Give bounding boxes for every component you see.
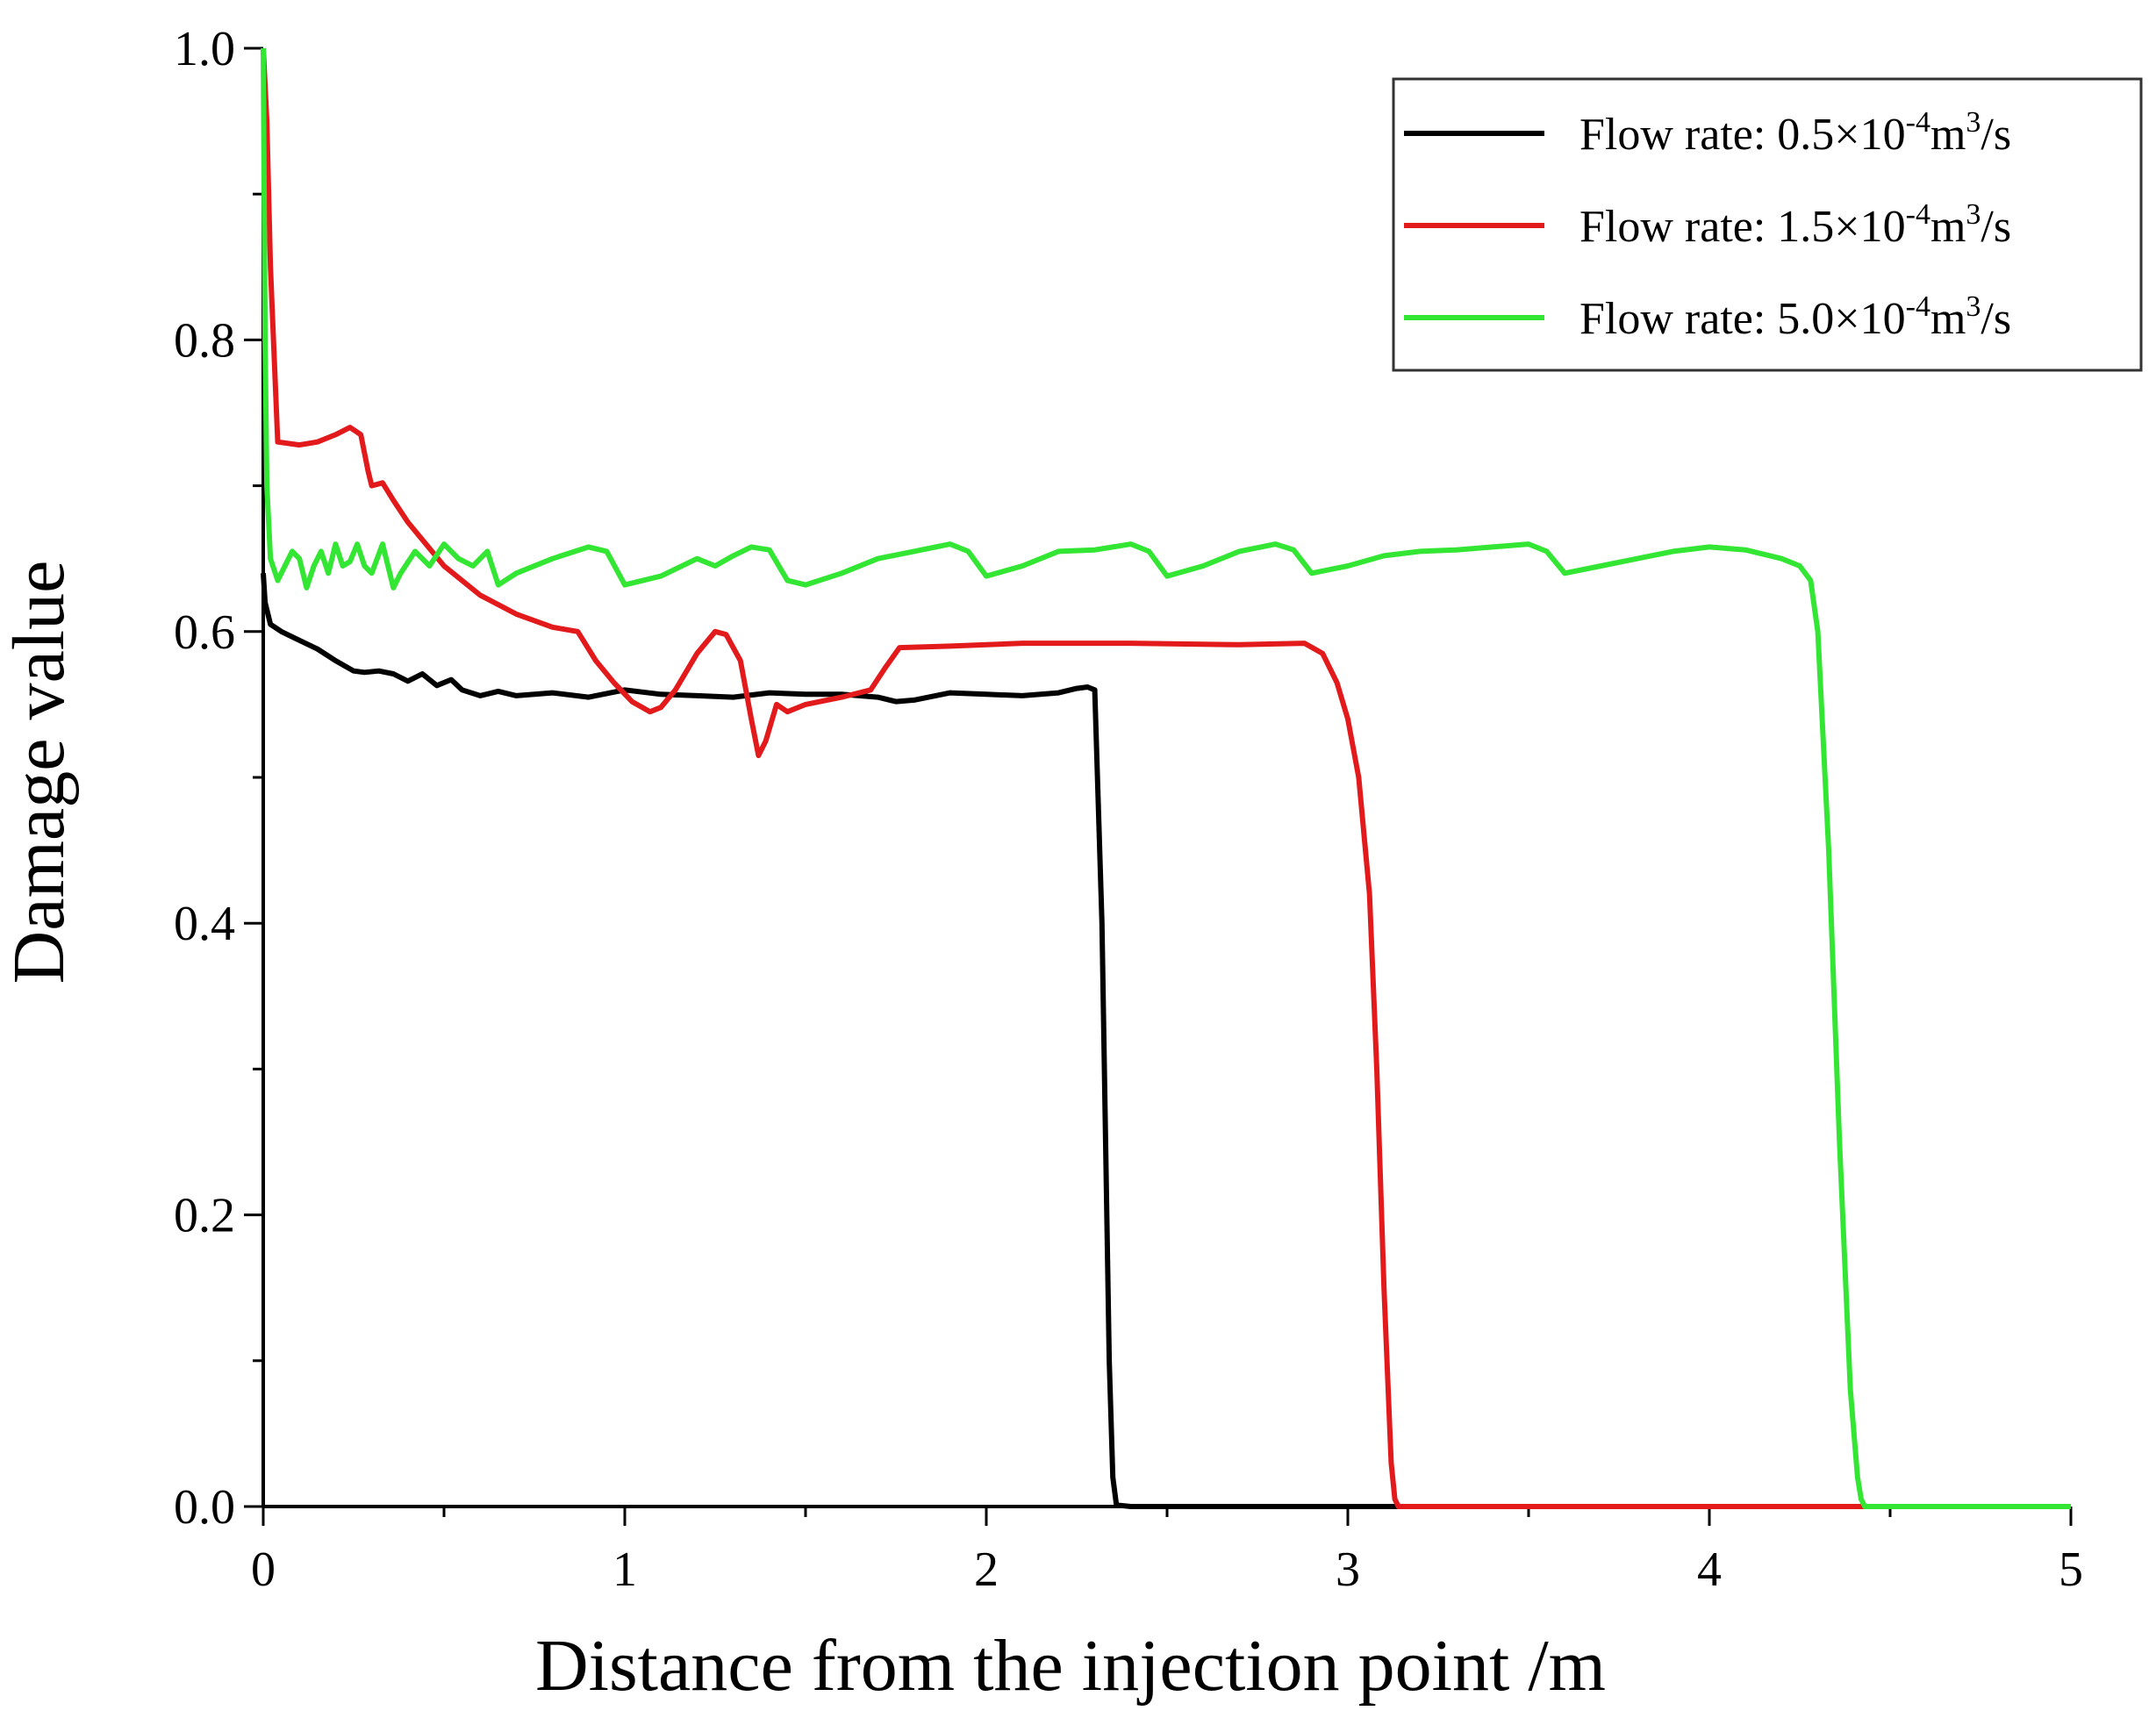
series-line-2 bbox=[261, 47, 1909, 1509]
legend: Flow rate: 0.5×10-4m3/s Flow rate: 1.5×10… bbox=[1392, 77, 2143, 372]
y-axis-title: Damage value bbox=[0, 561, 80, 984]
x-axis-title: Distance from the injection point /m bbox=[535, 1625, 1606, 1707]
series-line-3 bbox=[261, 47, 2071, 1509]
x-tick-label: 4 bbox=[1697, 1542, 1722, 1597]
x-tick-label: 0 bbox=[251, 1542, 276, 1597]
legend-label-3: Flow rate: 5.0×10-4m3/s bbox=[1579, 290, 2011, 344]
y-tick-label: 0.8 bbox=[174, 313, 235, 368]
y-tick-label: 0.2 bbox=[174, 1189, 235, 1243]
x-tick-label: 2 bbox=[974, 1542, 999, 1597]
x-tick-label: 3 bbox=[1336, 1542, 1360, 1597]
series-lines bbox=[261, 47, 2071, 1509]
x-tick-label: 1 bbox=[612, 1542, 637, 1597]
legend-label-2: Flow rate: 1.5×10-4m3/s bbox=[1579, 198, 2011, 252]
series-line-1 bbox=[261, 573, 1421, 1509]
y-tick-label: 0.6 bbox=[174, 605, 235, 660]
tick-labels: 0 1 2 3 4 5 0.0 0.2 0.4 0.6 0.8 1.0 bbox=[174, 22, 2083, 1597]
legend-label-1: Flow rate: 0.5×10-4m3/s bbox=[1579, 106, 2011, 160]
y-tick-label: 1.0 bbox=[174, 22, 235, 76]
y-tick-label: 0.0 bbox=[174, 1480, 235, 1535]
x-tick-label: 5 bbox=[2059, 1542, 2083, 1597]
y-tick-label: 0.4 bbox=[174, 897, 235, 951]
